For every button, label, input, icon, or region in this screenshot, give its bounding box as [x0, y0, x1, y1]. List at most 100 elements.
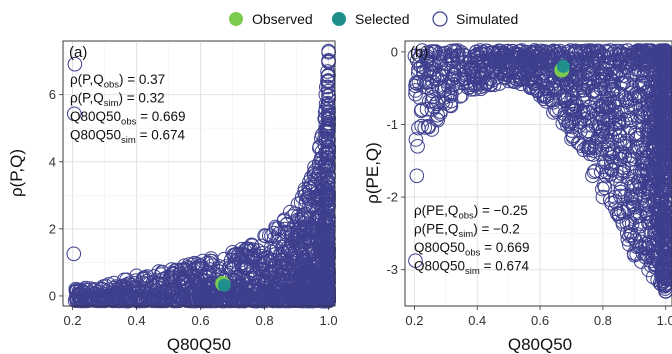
- simulated-point: [302, 174, 317, 190]
- simulated-point: [274, 260, 290, 276]
- simulated-point: [657, 267, 672, 283]
- simulated-point: [244, 271, 259, 286]
- simulated-point: [471, 63, 487, 79]
- simulated-point: [656, 278, 672, 294]
- simulated-point: [408, 75, 424, 91]
- simulated-point: [167, 273, 182, 289]
- simulated-point: [255, 293, 270, 309]
- simulated-point: [548, 102, 563, 117]
- simulated-point: [655, 172, 670, 188]
- simulated-point: [80, 289, 96, 305]
- legend-selected-marker: [332, 12, 346, 26]
- y-tick-label: 4: [49, 154, 56, 169]
- simulated-point: [320, 281, 335, 297]
- simulated-point: [67, 56, 83, 72]
- panel-b-y-label: ρ(PE,Q): [363, 142, 382, 204]
- simulated-point: [622, 161, 637, 176]
- simulated-point: [631, 44, 647, 60]
- x-tick-label: 0.6: [192, 313, 210, 328]
- simulated-point: [616, 136, 631, 152]
- simulated-point: [321, 43, 336, 59]
- simulated-point: [277, 221, 293, 237]
- simulated-point: [152, 276, 167, 291]
- simulated-point: [257, 228, 272, 243]
- simulated-point: [319, 79, 334, 95]
- y-tick-label: 2: [49, 221, 56, 236]
- panel-a-y-label: ρ(P,Q): [7, 149, 26, 197]
- simulated-point: [463, 63, 479, 78]
- simulated-point: [658, 227, 672, 242]
- simulated-point: [597, 61, 613, 76]
- simulated-point: [523, 79, 539, 94]
- simulated-point: [658, 170, 672, 185]
- simulated-point: [278, 287, 294, 302]
- simulated-point: [177, 258, 192, 274]
- simulated-point: [266, 281, 281, 296]
- simulated-point: [129, 268, 144, 284]
- simulated-point: [592, 121, 607, 136]
- simulated-point: [574, 138, 590, 154]
- panel-a-x-ticks: 0.2 0.4 0.6 0.8 1.0: [64, 306, 338, 328]
- simulated-point: [189, 261, 204, 276]
- simulated-point: [476, 44, 491, 60]
- simulated-point: [580, 66, 596, 82]
- simulated-point: [562, 73, 577, 88]
- panel-a-simulated-points: [66, 43, 336, 309]
- simulated-point: [310, 195, 326, 211]
- simulated-point: [454, 88, 469, 103]
- x-tick-label: 0.2: [405, 313, 423, 328]
- simulated-point: [628, 101, 644, 116]
- y-tick-label: 0: [49, 288, 56, 303]
- simulated-point: [599, 164, 614, 180]
- simulated-point: [450, 49, 465, 65]
- simulated-point: [653, 78, 669, 93]
- simulated-point: [321, 112, 336, 127]
- simulated-point: [414, 118, 429, 134]
- simulated-point: [525, 45, 541, 60]
- simulated-point: [602, 67, 618, 82]
- simulated-point: [295, 293, 310, 309]
- simulated-point: [615, 76, 631, 91]
- simulated-point: [66, 246, 82, 262]
- simulated-point: [298, 240, 314, 255]
- simulated-point: [657, 95, 672, 111]
- stat-annotation: ρ(P,Qobs) = 0.37: [70, 72, 165, 91]
- simulated-point: [637, 188, 652, 203]
- stat-annotation: Q80Q50sim = 0.674: [70, 128, 185, 147]
- legend-observed-marker: [229, 12, 243, 26]
- simulated-point: [68, 281, 84, 297]
- simulated-point: [634, 53, 650, 68]
- simulated-point: [225, 245, 240, 260]
- simulated-point: [636, 67, 652, 83]
- simulated-point: [277, 256, 292, 272]
- simulated-point: [658, 252, 672, 268]
- simulated-point: [463, 77, 479, 93]
- simulated-point: [630, 140, 645, 155]
- stat-annotation: ρ(PE,Qobs) = −0.25: [414, 203, 528, 222]
- simulated-point: [298, 260, 313, 276]
- simulated-point: [118, 293, 133, 308]
- panel-b-tag: (b): [410, 44, 428, 61]
- simulated-point: [408, 132, 424, 147]
- simulated-point: [639, 161, 655, 177]
- simulated-point: [512, 50, 528, 66]
- simulated-point: [539, 94, 554, 109]
- simulated-point: [627, 247, 642, 263]
- selected-point: [556, 59, 570, 73]
- panel-a-y-ticks: 0 2 4 6: [49, 87, 63, 303]
- simulated-point: [609, 172, 624, 187]
- simulated-point: [575, 51, 591, 67]
- legend-observed-label: Observed: [252, 11, 313, 27]
- x-tick-label: 1.0: [320, 313, 338, 328]
- simulated-point: [295, 189, 310, 205]
- simulated-point: [601, 112, 617, 127]
- simulated-point: [430, 107, 445, 123]
- simulated-point: [641, 262, 656, 278]
- simulated-point: [637, 78, 653, 94]
- simulated-point: [607, 114, 623, 129]
- simulated-point: [612, 53, 628, 68]
- simulated-point: [309, 285, 325, 300]
- simulated-point: [576, 108, 592, 123]
- simulated-point: [310, 210, 326, 225]
- simulated-point: [580, 60, 595, 75]
